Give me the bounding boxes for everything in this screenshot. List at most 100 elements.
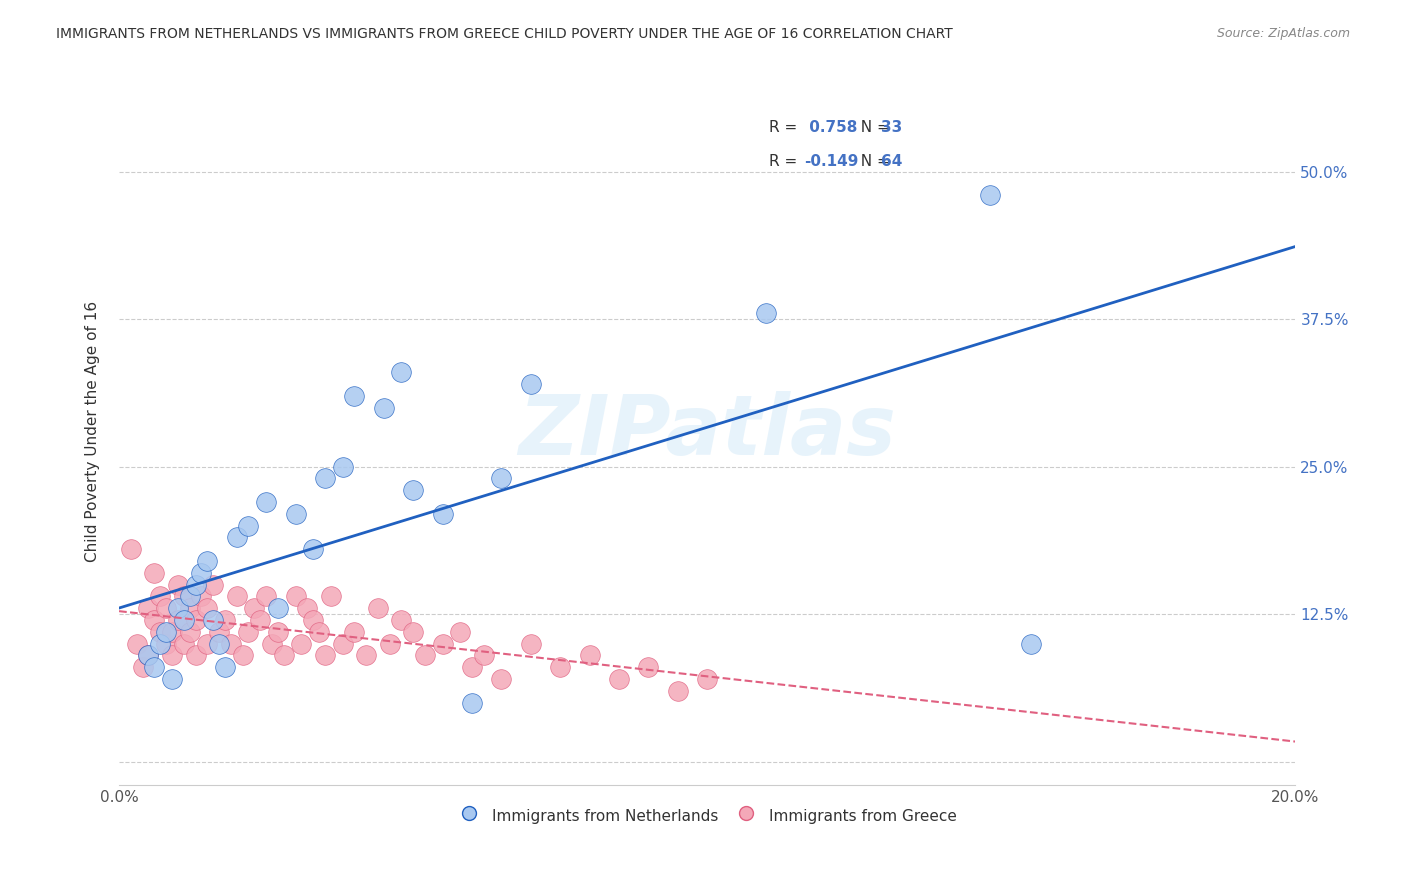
Point (607, 672, 630, 686)
Point (332, 636, 354, 650)
Point (155, 636, 177, 650)
Point (167, 601, 190, 615)
Point (184, 648, 207, 663)
Point (249, 613, 271, 627)
Point (520, 636, 543, 650)
Point (214, 613, 236, 627)
Point (284, 507, 307, 521)
Point (160, 624, 183, 639)
Point (138, 648, 160, 663)
Point (195, 554, 218, 568)
Point (367, 601, 389, 615)
Point (208, 636, 231, 650)
Point (284, 590, 307, 604)
Text: -0.149: -0.149 (804, 154, 859, 169)
Point (491, 672, 513, 686)
Point (254, 495, 277, 509)
Point (138, 648, 160, 663)
Point (979, 188, 1001, 202)
Text: R =: R = (769, 120, 801, 136)
Point (143, 613, 166, 627)
Point (131, 660, 153, 674)
Point (432, 507, 454, 521)
Text: IMMIGRANTS FROM NETHERLANDS VS IMMIGRANTS FROM GREECE CHILD POVERTY UNDER THE AG: IMMIGRANTS FROM NETHERLANDS VS IMMIGRANT… (56, 27, 953, 41)
Text: N =: N = (851, 120, 894, 136)
Point (267, 601, 290, 615)
Point (314, 471, 336, 485)
Point (243, 601, 266, 615)
Point (195, 636, 218, 650)
Point (155, 624, 177, 639)
Point (343, 624, 366, 639)
Point (238, 624, 260, 639)
Point (314, 648, 336, 663)
Point (273, 648, 295, 663)
Point (143, 566, 166, 580)
Point (389, 613, 412, 627)
Point (173, 590, 195, 604)
Text: 0.758: 0.758 (804, 120, 858, 136)
Point (225, 530, 247, 544)
Point (202, 577, 225, 591)
Point (179, 624, 201, 639)
Point (167, 577, 190, 591)
Point (373, 401, 395, 415)
Point (696, 672, 718, 686)
Point (343, 389, 366, 403)
Text: 33: 33 (882, 120, 903, 136)
Point (461, 660, 484, 674)
Point (190, 590, 212, 604)
Point (195, 601, 218, 615)
Point (520, 377, 543, 392)
Point (302, 542, 325, 557)
Point (232, 648, 254, 663)
Point (254, 590, 277, 604)
Point (354, 648, 377, 663)
Text: N =: N = (851, 154, 894, 169)
Point (472, 648, 495, 663)
Point (179, 590, 201, 604)
Point (402, 624, 425, 639)
Point (173, 613, 195, 627)
Point (160, 672, 183, 686)
Point (225, 590, 247, 604)
Legend: Immigrants from Netherlands, Immigrants from Greece: Immigrants from Netherlands, Immigrants … (449, 797, 966, 834)
Point (432, 636, 454, 650)
Point (297, 601, 319, 615)
Point (332, 459, 354, 474)
Point (413, 648, 436, 663)
Text: Source: ZipAtlas.com: Source: ZipAtlas.com (1216, 27, 1350, 40)
Point (548, 660, 571, 674)
Point (290, 636, 312, 650)
Point (302, 613, 325, 627)
Point (143, 660, 166, 674)
Point (179, 601, 201, 615)
Point (155, 601, 177, 615)
Point (389, 365, 412, 379)
Point (190, 566, 212, 580)
Point (491, 471, 513, 485)
Point (319, 590, 342, 604)
Point (149, 624, 172, 639)
Point (219, 636, 242, 650)
Point (208, 624, 231, 639)
Point (260, 636, 283, 650)
Point (461, 696, 484, 710)
Point (755, 306, 778, 320)
Point (637, 660, 659, 674)
Point (449, 624, 471, 639)
Point (125, 636, 148, 650)
Point (149, 636, 172, 650)
Point (578, 648, 600, 663)
Point (1019, 636, 1042, 650)
Point (120, 542, 142, 557)
Y-axis label: Child Poverty Under the Age of 16: Child Poverty Under the Age of 16 (86, 301, 100, 562)
Point (267, 624, 290, 639)
Point (138, 601, 160, 615)
Point (308, 624, 330, 639)
Text: 64: 64 (882, 154, 903, 169)
Point (149, 590, 172, 604)
Point (214, 660, 236, 674)
Point (167, 613, 190, 627)
Point (184, 577, 207, 591)
